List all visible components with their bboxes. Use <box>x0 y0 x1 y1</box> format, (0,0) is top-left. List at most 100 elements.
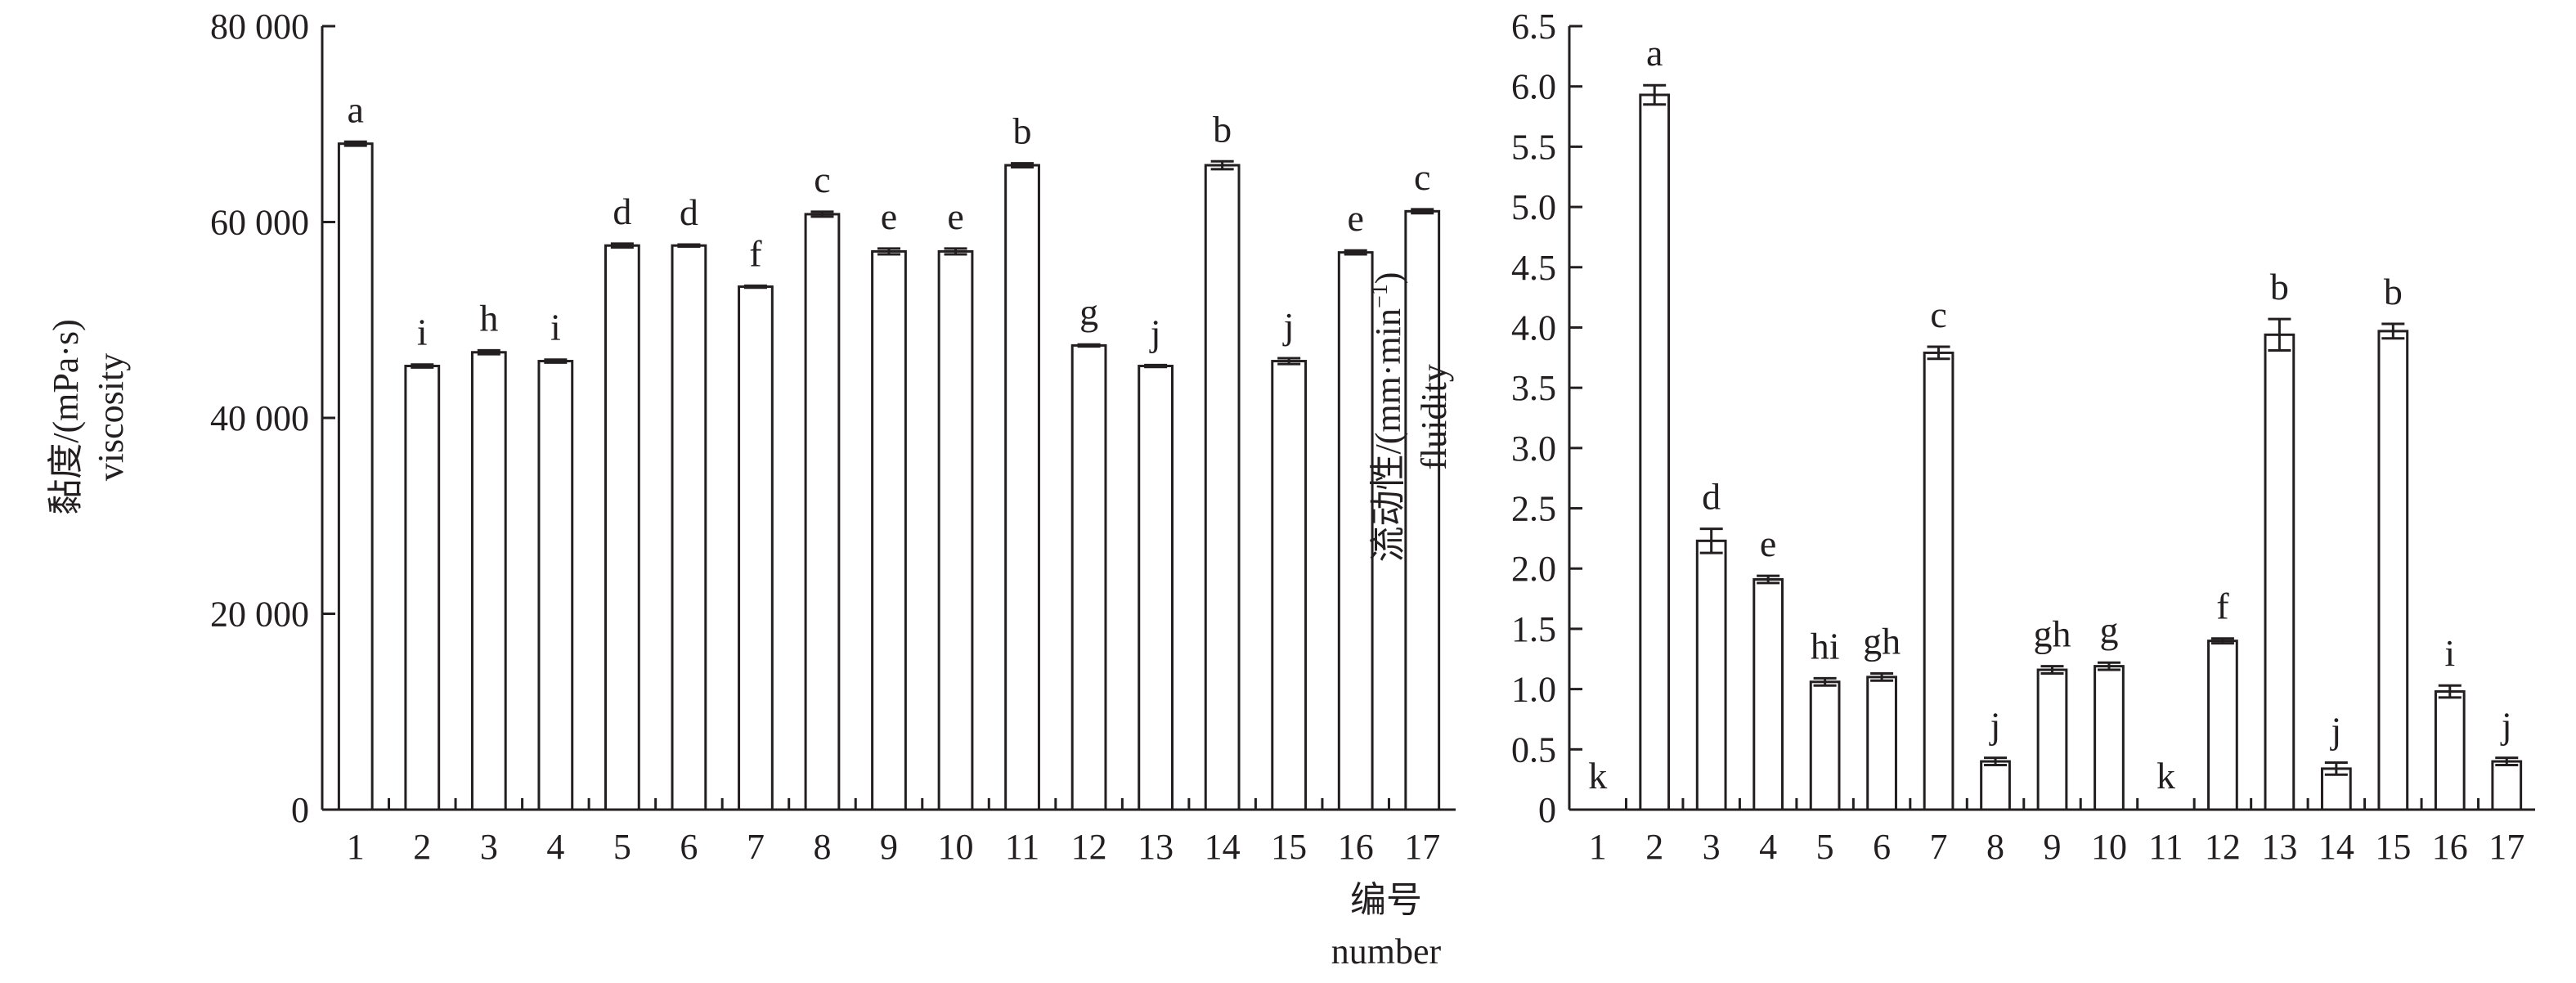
significance-letter: j <box>2500 705 2512 747</box>
significance-letter: g <box>1079 291 1098 333</box>
significance-letter: k <box>2156 755 2175 797</box>
significance-letter: gh <box>1863 620 1901 662</box>
bar <box>1809 680 1841 811</box>
significance-letter: e <box>1347 197 1363 239</box>
error-bar <box>544 358 568 364</box>
bar <box>738 285 774 811</box>
y-axis-label-cn-left: 黏度/(mPa·s) <box>46 319 86 515</box>
significance-letter: b <box>1013 110 1032 152</box>
x-tick-label: 15 <box>1271 827 1307 867</box>
significance-letter: d <box>1702 476 1721 518</box>
x-tick-label: 9 <box>2044 827 2062 867</box>
error-bar <box>677 243 701 248</box>
y-axis-label-en-left: viscosity <box>91 353 131 481</box>
error-bar <box>1210 159 1234 171</box>
significance-letter: a <box>348 88 364 130</box>
x-tick-label: 11 <box>1005 827 1039 867</box>
x-tick-label: 1 <box>1589 827 1607 867</box>
bar <box>1752 577 1784 811</box>
significance-letter: a <box>1646 32 1663 74</box>
significance-letter: i <box>550 307 561 348</box>
error-bar <box>477 348 500 356</box>
error-bar <box>2324 761 2348 776</box>
x-tick-label: 13 <box>1138 827 1174 867</box>
x-tick-label: 8 <box>1986 827 2004 867</box>
y-tick-label: 20 000 <box>210 595 309 635</box>
y-tick-label: 40 000 <box>210 398 309 438</box>
fluidity-chart: 0 0.5 1.0 1.5 2.0 2.5 3.0 3.5 4.0 4.5 5.0 5.5 6.0 6.5… <box>1511 7 2535 867</box>
x-tick-label: 1 <box>347 827 365 867</box>
significance-letter: j <box>2329 710 2341 752</box>
error-bar <box>1927 345 1950 361</box>
error-bar <box>610 242 634 249</box>
error-bar <box>743 284 767 290</box>
bar <box>671 244 707 811</box>
significance-letter: c <box>1930 294 1946 335</box>
error-bar <box>1011 162 1034 168</box>
error-bar <box>2268 317 2291 352</box>
x-tick-label: 7 <box>1930 827 1948 867</box>
y-axis-label-cn-right: 流动性/(mm·min−1) <box>1367 272 1408 563</box>
error-bar <box>1144 363 1168 369</box>
error-bar <box>810 210 834 218</box>
x-tick-label: 14 <box>1205 827 1241 867</box>
x-tick-label: 6 <box>680 827 698 867</box>
error-bar <box>1077 343 1101 348</box>
error-bar <box>877 247 900 256</box>
bar <box>804 213 841 811</box>
bar <box>1004 164 1040 811</box>
y-axis-label-en-right: fluidity <box>1414 364 1454 470</box>
x-tick-label: 5 <box>613 827 631 867</box>
error-bar <box>1643 83 1667 106</box>
significance-letter: f <box>749 232 762 274</box>
x-tick-label: 7 <box>747 827 765 867</box>
x-tick-label: 2 <box>413 827 431 867</box>
significance-letter: d <box>613 191 631 232</box>
x-tick-label: 12 <box>2205 827 2241 867</box>
x-tick-label: 17 <box>2488 827 2524 867</box>
y-tick-label: 3.5 <box>1511 368 1556 408</box>
x-tick-label: 4 <box>546 827 564 867</box>
error-bar <box>1411 208 1434 215</box>
significance-letter: k <box>1588 755 1607 797</box>
y-tick-label: 4.5 <box>1511 248 1556 288</box>
error-bar <box>1870 671 1894 682</box>
significance-letter: c <box>1414 156 1430 198</box>
error-bar <box>411 363 434 369</box>
x-tick-label: 3 <box>480 827 498 867</box>
significance-letter: b <box>1213 108 1232 150</box>
y-tick-label: 2.0 <box>1511 549 1556 589</box>
significance-letter: b <box>2384 271 2403 312</box>
significance-letter: h <box>479 297 498 339</box>
bar <box>2377 330 2409 811</box>
x-tick-label: 3 <box>1703 827 1721 867</box>
significance-letter: g <box>2099 609 2118 651</box>
y-tick-label: 80 000 <box>210 7 309 47</box>
significance-letter: d <box>680 191 698 233</box>
error-bar <box>2381 322 2405 340</box>
significance-letter: i <box>2444 632 2455 674</box>
y-tick-label: 3.0 <box>1511 429 1556 469</box>
y-tick-label: 5.5 <box>1511 127 1556 167</box>
x-tick-label: 16 <box>1338 827 1374 867</box>
x-tick-label: 15 <box>2375 827 2411 867</box>
bar <box>1138 365 1174 811</box>
x-tick-label: 16 <box>2432 827 2468 867</box>
error-bar <box>1757 574 1780 585</box>
x-tick-label: 12 <box>1071 827 1107 867</box>
error-bar <box>1277 357 1301 366</box>
bar <box>2491 760 2523 811</box>
significance-letter: f <box>2216 586 2229 627</box>
error-bar <box>1699 527 1723 554</box>
y-axis-label-close: ) <box>1368 272 1408 285</box>
error-bar <box>2495 756 2519 766</box>
significance-letter: j <box>1282 305 1295 347</box>
significance-letter: e <box>947 195 963 237</box>
bar <box>2434 690 2466 811</box>
y-tick-label: 4.0 <box>1511 307 1556 348</box>
significance-letter: hi <box>1811 625 1840 667</box>
x-tick-label: 10 <box>2091 827 2127 867</box>
bar <box>1695 539 1727 811</box>
bar <box>937 249 974 811</box>
